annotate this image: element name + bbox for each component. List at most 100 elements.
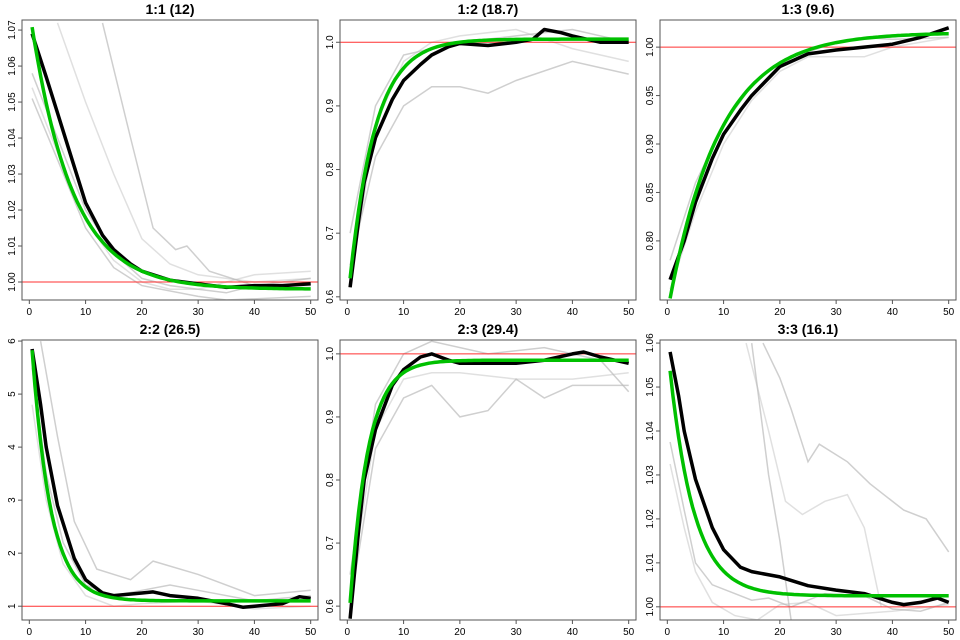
panel-title: 3:3 (16.1) xyxy=(778,321,839,337)
replicate-line xyxy=(31,404,311,610)
y-tick-label: 1.0 xyxy=(325,346,336,360)
panel-title: 1:1 (12) xyxy=(145,1,194,17)
x-tick-label: 40 xyxy=(249,307,261,318)
y-tick-label: 0.9 xyxy=(325,99,336,113)
panel-1: 1:1 (12) 0 10 20 30 40 50 1.00 1.01 1.02 1.03 1.04 1… xyxy=(7,1,319,318)
x-tick-label: 10 xyxy=(398,627,410,638)
x-tick-label: 30 xyxy=(511,307,523,318)
y-tick-label: 1.05 xyxy=(7,92,18,112)
y-tick-label: 1.03 xyxy=(7,164,18,184)
x-tick-label: 20 xyxy=(454,627,466,638)
observed-line xyxy=(668,351,950,607)
fit-line xyxy=(668,31,949,299)
y-tick-label: 0.6 xyxy=(325,599,336,613)
plot-frame xyxy=(659,339,957,621)
observed-line xyxy=(30,348,311,610)
y-tick-label: 0.90 xyxy=(645,134,656,154)
panel-title: 1:3 (9.6) xyxy=(782,1,835,17)
replicate-line xyxy=(669,441,949,612)
x-tick-label: 0 xyxy=(27,307,33,318)
x-tick-label: 0 xyxy=(665,627,671,638)
plot-area xyxy=(22,340,318,610)
panel-4: 2:2 (26.5) 0 10 20 30 40 50 1 2 3 4 5 6 xyxy=(7,321,319,638)
x-tick-label: 10 xyxy=(80,307,92,318)
replicate-line xyxy=(349,28,629,234)
plot-area xyxy=(660,26,956,299)
y-tick-label: 0.8 xyxy=(325,162,336,176)
x-tick-label: 0 xyxy=(665,307,671,318)
y-tick-label: 2 xyxy=(7,550,18,556)
plot-area xyxy=(660,342,956,620)
replicate-line xyxy=(762,342,950,553)
replicate-line xyxy=(349,28,629,285)
replicate-line xyxy=(349,340,630,575)
y-tick-label: 3 xyxy=(7,497,18,503)
x-tick-label: 30 xyxy=(193,627,205,638)
plot-area xyxy=(340,340,636,619)
observed-line xyxy=(668,26,950,281)
x-tick-label: 40 xyxy=(249,627,261,638)
panel-3: 1:3 (9.6) 0 10 20 30 40 50 0.80 0.85 0.90 0.95 1.00 xyxy=(645,1,957,318)
y-tick-label: 1.07 xyxy=(7,20,18,40)
y-tick-label: 1.05 xyxy=(645,377,656,397)
replicate-line xyxy=(31,98,311,300)
plot-frame xyxy=(21,19,319,301)
y-tick-label: 0.9 xyxy=(325,410,336,424)
y-tick-label: 1.00 xyxy=(7,272,18,292)
y-tick-label: 0.6 xyxy=(325,289,336,303)
panel-title: 2:2 (26.5) xyxy=(140,321,201,337)
x-tick-label: 20 xyxy=(774,627,786,638)
fit-line xyxy=(348,358,629,604)
x-tick-label: 10 xyxy=(718,307,730,318)
x-tick-label: 10 xyxy=(80,627,92,638)
fit-line xyxy=(30,350,311,603)
replicate-line xyxy=(349,60,629,266)
replicate-line xyxy=(56,22,311,283)
y-tick-label: 1.04 xyxy=(645,421,656,441)
fit-line xyxy=(668,370,949,598)
x-tick-label: 30 xyxy=(831,627,843,638)
observed-line xyxy=(30,33,311,290)
observed-line xyxy=(348,350,630,619)
x-tick-label: 20 xyxy=(136,307,148,318)
y-tick-label: 1 xyxy=(7,603,18,609)
x-tick-label: 20 xyxy=(136,627,148,638)
y-tick-label: 1.00 xyxy=(645,597,656,617)
panel-2: 1:2 (18.7) 0 10 20 30 40 50 0.6 0.7 0.8 0.9 1.0 xyxy=(325,1,637,318)
x-tick-label: 0 xyxy=(345,627,351,638)
y-tick-label: 4 xyxy=(7,444,18,450)
x-tick-label: 50 xyxy=(305,307,317,318)
x-tick-label: 10 xyxy=(398,307,410,318)
y-tick-label: 0.80 xyxy=(645,231,656,251)
replicate-line xyxy=(669,36,949,290)
panel-5: 2:3 (29.4) 0 10 20 30 40 50 0.6 0.7 0.8 0.9 1.0 xyxy=(325,321,637,638)
x-tick-label: 0 xyxy=(27,627,33,638)
x-tick-label: 50 xyxy=(623,307,635,318)
y-tick-label: 1.03 xyxy=(645,465,656,485)
x-tick-label: 40 xyxy=(567,627,579,638)
y-tick-label: 1.06 xyxy=(7,56,18,76)
plot-area xyxy=(340,27,636,288)
y-tick-label: 1.01 xyxy=(645,553,656,573)
fit-line xyxy=(348,37,629,279)
x-tick-label: 0 xyxy=(345,307,351,318)
replicate-line xyxy=(31,73,311,294)
plot-frame xyxy=(339,19,637,301)
x-tick-label: 10 xyxy=(718,627,730,638)
x-tick-label: 50 xyxy=(943,627,955,638)
x-tick-label: 40 xyxy=(887,627,899,638)
replicate-line xyxy=(101,22,311,287)
x-tick-label: 50 xyxy=(305,627,317,638)
y-tick-label: 0.7 xyxy=(325,536,336,550)
y-tick-label: 1.02 xyxy=(645,509,656,529)
replicate-line xyxy=(31,87,311,290)
x-tick-label: 30 xyxy=(831,307,843,318)
y-tick-label: 1.00 xyxy=(645,37,656,57)
fit-line xyxy=(30,26,311,291)
y-tick-label: 1.01 xyxy=(7,236,18,256)
observed-line xyxy=(348,27,629,288)
replicate-line xyxy=(39,340,311,597)
x-tick-label: 20 xyxy=(454,307,466,318)
x-tick-label: 40 xyxy=(887,307,899,318)
